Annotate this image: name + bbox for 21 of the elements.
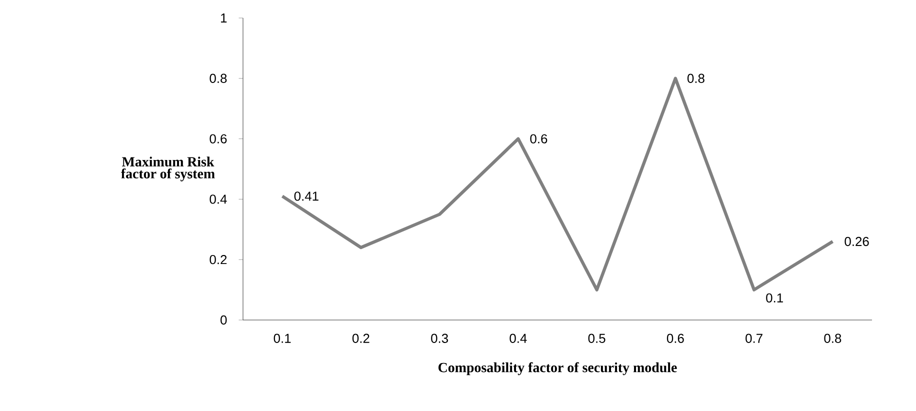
data-label: 0.26 [844, 236, 869, 246]
x-tick-label: 0.3 [431, 334, 448, 343]
x-tick-label: 0.5 [588, 334, 606, 343]
y-tick-label: 0.4 [210, 194, 227, 204]
x-tick-label: 0.7 [746, 334, 762, 343]
y-tick-label: 1 [221, 14, 227, 22]
y-tick-label: 0 [220, 315, 227, 325]
data-label: 0.6 [530, 134, 548, 144]
data-label: 0.1 [766, 293, 783, 302]
x-tick-label: 0.2 [352, 334, 370, 343]
data-label: 0.41 [294, 192, 318, 201]
x-tick-label: 0.1 [274, 334, 291, 343]
y-tick-label: 0.8 [210, 74, 227, 83]
x-tick-label: 0.8 [824, 334, 842, 343]
x-tick-label: 0.4 [510, 334, 527, 343]
data-label: 0.8 [687, 74, 704, 83]
y-tick-label: 0.6 [210, 134, 227, 144]
y-axis-title: Maximum Risk factor of system [121, 156, 215, 182]
x-axis-title: Composability factor of security module [438, 362, 677, 376]
x-tick-label: 0.6 [666, 334, 684, 343]
y-tick-label: 0.2 [210, 255, 227, 264]
